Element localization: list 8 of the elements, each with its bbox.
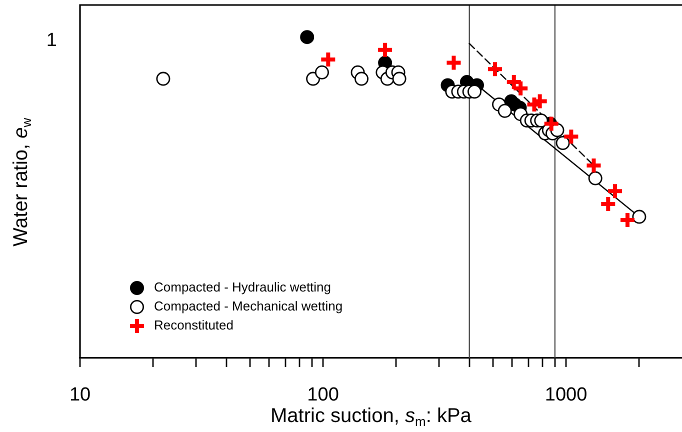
x-axis-title: Matric suction, s$_{m}$: kPa (270, 405, 472, 430)
text: 1 (46, 30, 57, 52)
x-tick-label: 10 (69, 384, 91, 406)
x-tick-label: 100 (307, 384, 339, 406)
legend-label: Compacted - Mechanical wetting (154, 298, 343, 314)
legend-label: Compacted - Hydraulic wetting (154, 280, 332, 295)
x-tick-label: 1000 (544, 384, 588, 406)
legend-label: Reconstituted (154, 318, 234, 333)
